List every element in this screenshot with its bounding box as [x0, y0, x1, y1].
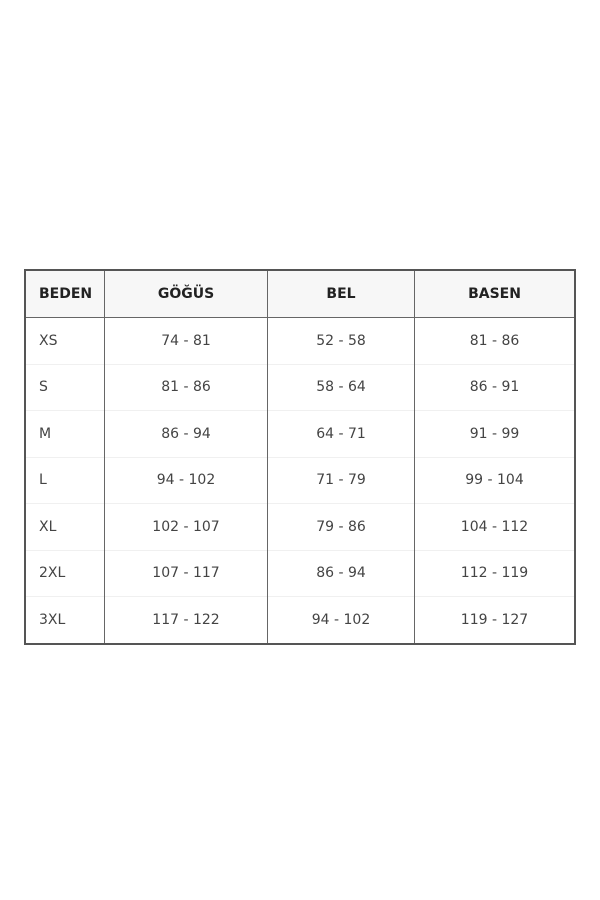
cell-size: L	[25, 456, 105, 504]
cell-size: XS	[25, 317, 105, 364]
cell-chest: 81 - 86	[104, 363, 268, 411]
cell-size: 3XL	[25, 596, 105, 644]
cell-chest: 107 - 117	[104, 549, 268, 597]
table-row: XL 102 - 107 79 - 86 104 - 112	[25, 503, 575, 550]
cell-waist: 64 - 71	[267, 410, 415, 457]
table-row: 2XL 107 - 117 86 - 94 112 - 119	[25, 549, 575, 597]
cell-chest: 74 - 81	[104, 317, 268, 364]
table-row: 3XL 117 - 122 94 - 102 119 - 127	[25, 596, 575, 644]
cell-chest: 117 - 122	[104, 596, 268, 644]
cell-hip: 91 - 99	[414, 410, 575, 457]
table-row: M 86 - 94 64 - 71 91 - 99	[25, 410, 575, 457]
cell-hip: 119 - 127	[414, 596, 575, 644]
table-row: XS 74 - 81 52 - 58 81 - 86	[25, 317, 575, 364]
cell-waist: 58 - 64	[267, 363, 415, 411]
cell-chest: 86 - 94	[104, 410, 268, 457]
cell-waist: 71 - 79	[267, 456, 415, 504]
header-size: BEDEN	[25, 270, 105, 318]
cell-waist: 79 - 86	[267, 503, 415, 550]
cell-size: 2XL	[25, 549, 105, 597]
header-hip: BASEN	[414, 270, 575, 318]
size-chart-table: BEDEN GÖĞÜS BEL BASEN XS 74 - 81 52 - 58 81 - …	[24, 269, 576, 645]
cell-size: M	[25, 410, 105, 457]
cell-chest: 94 - 102	[104, 456, 268, 504]
cell-hip: 81 - 86	[414, 317, 575, 364]
cell-size: XL	[25, 503, 105, 550]
cell-chest: 102 - 107	[104, 503, 268, 550]
cell-waist: 52 - 58	[267, 317, 415, 364]
header-row: BEDEN GÖĞÜS BEL BASEN	[25, 270, 575, 318]
cell-hip: 112 - 119	[414, 549, 575, 597]
header-waist: BEL	[267, 270, 415, 318]
table-row: L 94 - 102 71 - 79 99 - 104	[25, 456, 575, 504]
header-chest: GÖĞÜS	[104, 270, 268, 318]
cell-hip: 104 - 112	[414, 503, 575, 550]
cell-waist: 94 - 102	[267, 596, 415, 644]
cell-hip: 99 - 104	[414, 456, 575, 504]
cell-waist: 86 - 94	[267, 549, 415, 597]
cell-size: S	[25, 363, 105, 411]
cell-hip: 86 - 91	[414, 363, 575, 411]
table-row: S 81 - 86 58 - 64 86 - 91	[25, 363, 575, 411]
